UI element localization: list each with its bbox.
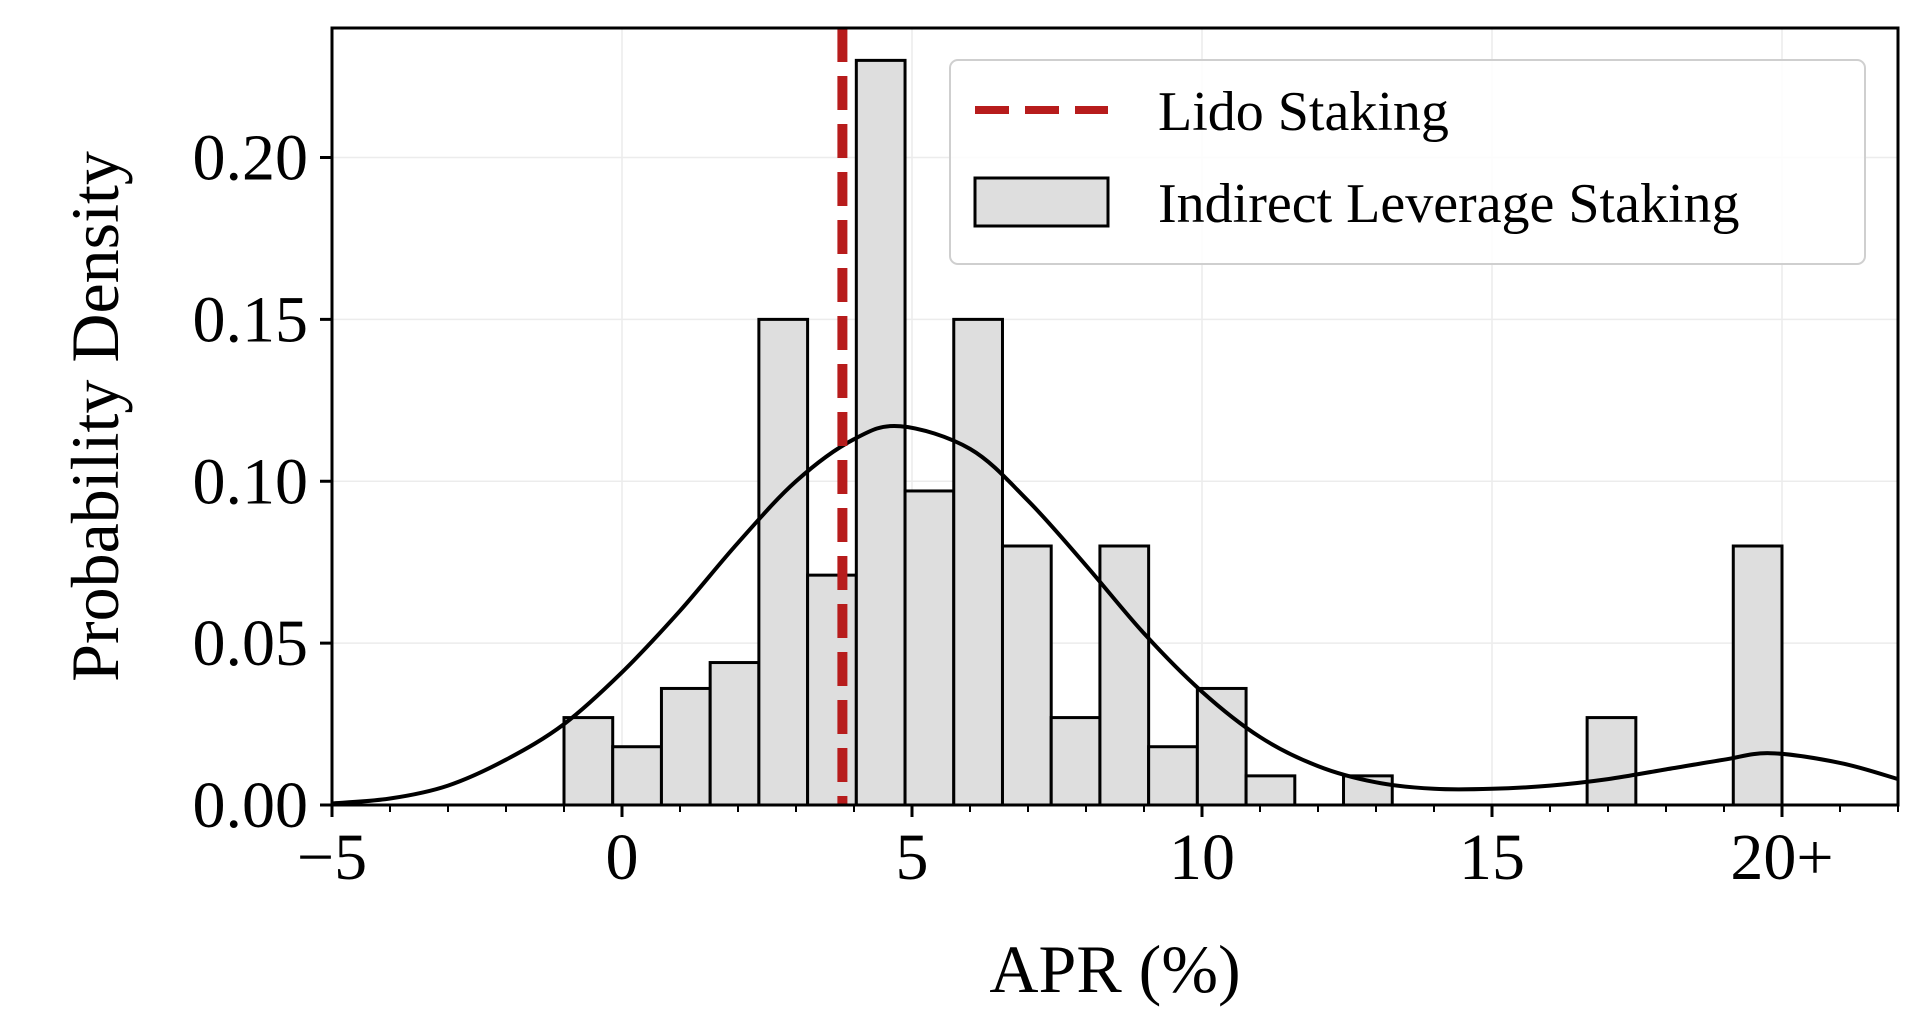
y-axis-label: Probability Density bbox=[57, 151, 133, 682]
x-tick-label: −5 bbox=[297, 821, 367, 894]
histogram-bar bbox=[708, 661, 761, 807]
legend-box bbox=[949, 59, 1866, 265]
histogram-bar bbox=[659, 686, 712, 807]
axes bbox=[320, 26, 1900, 817]
y-tick-label: 0.10 bbox=[193, 445, 309, 518]
histogram-bar bbox=[1585, 716, 1638, 807]
histogram-bar bbox=[1000, 544, 1053, 807]
legend-histogram-label: Indirect Leverage Staking bbox=[1158, 173, 1740, 235]
y-tick-label: 0.20 bbox=[193, 122, 309, 195]
x-tick-label: 20+ bbox=[1730, 821, 1833, 894]
histogram-bar bbox=[562, 716, 615, 807]
legend-histogram-swatch bbox=[973, 176, 1110, 228]
histogram-bar bbox=[1195, 686, 1248, 807]
histogram-bar bbox=[611, 745, 663, 807]
legend-lido-label: Lido Staking bbox=[1158, 81, 1449, 143]
x-tick-label: 5 bbox=[896, 821, 929, 894]
plot-frame bbox=[330, 26, 1900, 807]
x-tick-label: 0 bbox=[606, 821, 639, 894]
legend: Lido Staking Indirect Leverage Staking bbox=[949, 59, 1866, 265]
kde-curve-group bbox=[331, 423, 1899, 806]
histogram-bar bbox=[806, 573, 858, 807]
x-axis-label: APR (%) bbox=[989, 931, 1240, 1007]
y-tick-label: 0.15 bbox=[193, 283, 309, 356]
tick-labels: −5 0 5 10 15 20+ 0.00 0.05 0.10 0.15 0.20 bbox=[193, 122, 1834, 895]
histogram-bar bbox=[952, 317, 1004, 807]
y-tick-label: 0.00 bbox=[193, 769, 309, 842]
histogram-bar bbox=[1098, 544, 1151, 807]
histogram-bar bbox=[903, 489, 956, 807]
y-tick-label: 0.05 bbox=[193, 607, 309, 680]
histogram-bar bbox=[757, 317, 810, 807]
histogram-bar bbox=[1244, 774, 1297, 807]
kde-curve bbox=[331, 423, 1899, 806]
x-tick-label: 10 bbox=[1169, 821, 1235, 894]
histogram-bar bbox=[1731, 544, 1784, 807]
histogram-bar bbox=[1049, 716, 1102, 807]
x-tick-label: 15 bbox=[1459, 821, 1525, 894]
histogram-bars bbox=[562, 58, 1784, 807]
histogram-bar bbox=[1147, 745, 1199, 807]
